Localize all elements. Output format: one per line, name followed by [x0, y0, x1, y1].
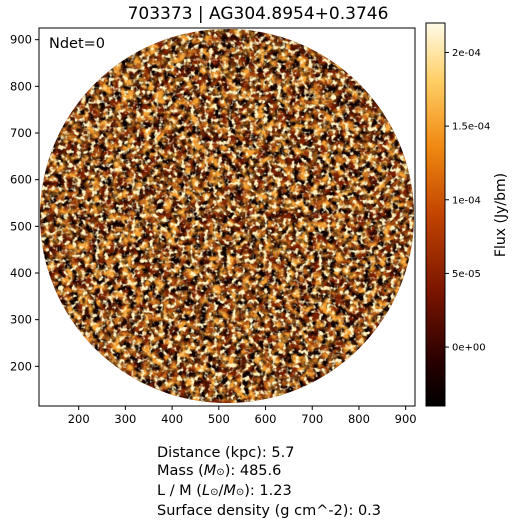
ndet-label: Ndet=0	[49, 36, 105, 52]
mass-subscript: ⊙	[216, 467, 225, 478]
info-panel: Distance (kpc): 5.7 Mass (M⊙): 485.6 L /…	[157, 444, 381, 520]
mass-value: ): 485.6	[224, 463, 282, 479]
lm-l-sub: ⊙	[210, 487, 219, 498]
lm-value: ): 1.23	[244, 483, 292, 499]
x-axis: 200 300 400 500 600 700 800 900	[68, 406, 417, 426]
y-tick-label: 700	[10, 126, 32, 140]
axes-frame	[38, 27, 416, 407]
flux-map	[40, 29, 414, 403]
mass-symbol: M	[203, 463, 217, 479]
y-tick-label: 300	[10, 313, 32, 327]
colorbar	[425, 22, 446, 407]
colorbar-tick-label: 2e-04	[452, 48, 481, 59]
y-tick-label: 400	[10, 266, 32, 280]
x-tick-label: 500	[208, 412, 230, 426]
figure-title: 703373 | AG304.8954+0.3746	[127, 4, 389, 24]
lm-m-sub: ⊙	[235, 487, 245, 498]
density-text: Surface density (g cm^-2): 0.3	[157, 503, 382, 519]
y-tick-label: 500	[10, 219, 32, 233]
colorbar-tick-label: 1e-04	[452, 195, 481, 206]
distance-text: Distance (kpc): 5.7	[157, 445, 295, 461]
y-tick-label: 800	[10, 79, 32, 93]
colorbar-tick-label: 1.5e-04	[452, 122, 490, 133]
lm-slash: /	[218, 483, 224, 499]
y-tick-label: 600	[10, 173, 32, 187]
colorbar-ticks: 2e-04 1.5e-04 1e-04 5e-05 0e+00	[445, 48, 490, 354]
mass-prefix: Mass (	[157, 463, 204, 479]
y-axis: 900 800 700 600 500 400 300 200	[10, 33, 39, 373]
colorbar-label: Flux (Jy/bm)	[493, 173, 509, 257]
map-figure: Ndet=0 200 300 400 500 600 700 800 900 900 800 70…	[10, 22, 509, 426]
y-tick-label: 200	[10, 359, 32, 373]
x-tick-label: 800	[348, 412, 370, 426]
x-tick-label: 200	[68, 412, 90, 426]
lm-l: L	[201, 483, 211, 499]
y-tick-label: 900	[10, 33, 32, 47]
mass-text: Mass (M⊙): 485.6	[157, 462, 381, 482]
x-tick-label: 600	[255, 412, 277, 426]
x-tick-label: 300	[114, 412, 136, 426]
x-tick-label: 900	[395, 412, 417, 426]
lm-m: M	[223, 483, 236, 499]
lm-text: L / M (L⊙/M⊙): 1.23	[157, 482, 381, 502]
x-tick-label: 400	[161, 412, 183, 426]
colorbar-tick-label: 0e+00	[452, 343, 486, 354]
x-tick-label: 700	[301, 412, 323, 426]
colorbar-tick-label: 5e-05	[452, 269, 481, 280]
lm-prefix: L / M (	[157, 483, 202, 499]
